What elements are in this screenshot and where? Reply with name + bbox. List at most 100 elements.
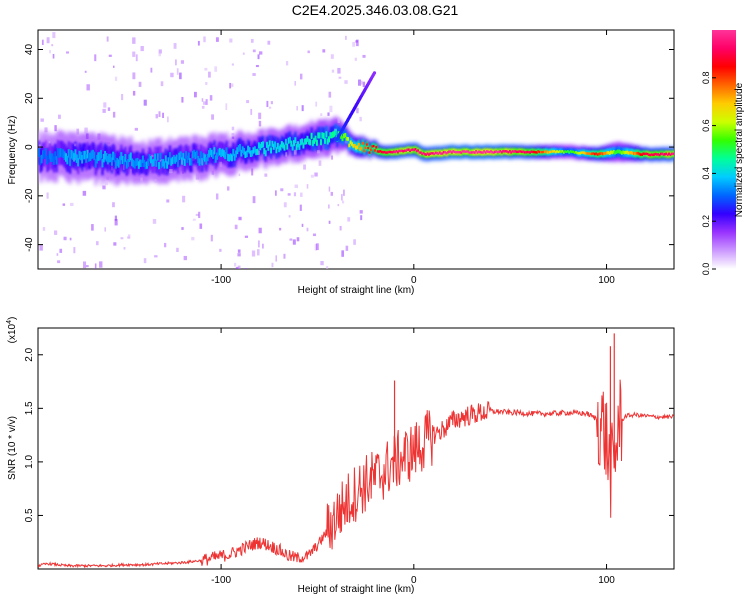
spectrogram-noise-cell [337,204,340,207]
spectrogram-ridge-cell [535,151,538,154]
spectrogram-noise-cell [274,190,277,196]
spectrogram-ridge-cell [402,150,405,153]
spectrogram-ridge-cell [411,148,414,151]
spectrogram-ridge-cell [383,150,386,154]
spectrogram-ridge-cell [657,153,660,156]
spectrogram-ridge-cell [449,150,452,153]
spectrogram-ridge-cell [287,137,290,144]
spectrogram-ridge-cell [376,150,379,153]
spectrogram-ridge-cell [89,152,92,162]
spectrogram-ridge-cell [128,154,131,163]
spectrogram-ridge-cell [270,147,273,154]
spectrogram-ridge-cell [42,150,45,159]
spectrogram-ridge-cell [232,148,235,156]
spectrogram-ridge-cell [444,151,447,154]
snr-xtick-label: 100 [598,575,615,586]
spectrogram-ridge-cell [172,154,175,163]
spectrogram-noise-cell [51,44,54,47]
spectrogram-ridge-cell [591,152,594,155]
spectrogram-noise-cell [215,37,219,42]
spectrogram-noise-cell [69,237,72,241]
spectrogram-noise-cell [49,49,51,54]
spectrogram-ridge-cell [500,151,503,154]
spectrogram-ytick-label: 0 [24,144,35,150]
spectrogram-ridge-cell [508,150,511,153]
spectrogram-ridge-cell [321,132,324,139]
spectrogram-ridge-cell [275,147,278,154]
spectrogram-ridge-cell [507,151,510,154]
spectrogram-noise-cell [307,50,310,54]
spectrogram-noise-cell [94,54,97,62]
spectrogram-noise-cell [158,111,161,117]
spectrogram-noise-cell [96,241,99,246]
spectrogram-ridge-cell [44,148,47,157]
spectrogram-ridge-cell [294,137,297,144]
spectrogram-ridge-cell [484,151,487,154]
spectrogram-ridge-cell [51,153,54,163]
spectrogram-noise-cell [134,127,138,131]
spectrogram-ridge-cell [47,154,50,164]
spectrogram-noise-cell [197,40,200,46]
spectrogram-ridge-cell [425,153,428,156]
spectrogram-ridge-cell [448,150,451,153]
spectrogram-ridge-cell [516,150,519,154]
spectrogram-ridge-cell [255,148,258,156]
spectrogram-ridge-cell [54,151,57,160]
spectrogram-ridge-cell [442,150,445,154]
spectrogram-noise-cell [106,142,111,145]
spectrogram-noise-cell [347,217,351,222]
spectrogram-ridge-cell [257,142,260,149]
spectrogram-ridge-cell [584,152,587,155]
snr-panel: -100 0 100 0.5 1.0 1.5 2.0 Height of straight … [6,317,675,595]
spectrogram-ridge-cell [108,153,111,163]
spectrogram-noise-cell [310,174,314,178]
spectrogram-noise-cell [252,196,256,204]
spectrogram-ridge-cell [554,150,557,154]
spectrogram-ridge-cell [74,149,77,158]
spectrogram-noise-cell [229,38,233,43]
spectrogram-ridge-cell [565,150,568,154]
spectrogram-ridge-cell [93,151,96,161]
spectrogram-ridge-cell [342,133,345,139]
colorbar-tick-label: 0.2 [701,215,711,228]
colorbar-tick-label: 0.8 [701,72,711,85]
spectrogram-ridge-cell [187,152,190,160]
spectrogram-noise-cell [180,60,184,64]
spectrogram-ridge-cell [636,151,639,155]
spectrogram-noise-cell [70,202,74,206]
spectrogram-ridge-cell [309,139,312,146]
spectrogram-ridge-cell [396,151,399,154]
spectrogram-ridge-cell [630,150,633,155]
spectrogram-noise-cell [219,248,222,252]
spectrogram-ridge-cell [282,142,285,149]
spectrogram-noise-cell [150,154,154,158]
spectrogram-noise-cell [183,255,187,261]
spectrogram-ridge-cell [415,149,418,153]
spectrogram-noise-cell [84,70,87,73]
spectrogram-ridge-cell [48,150,51,160]
spectrogram-noise-cell [283,202,287,208]
spectrogram-noise-cell [344,80,348,84]
spectrogram-noise-cell [251,250,256,257]
spectrogram-noise-cell [143,99,147,106]
spectrogram-xtick-label: 0 [411,275,417,286]
spectrogram-ridge-cell [670,152,673,156]
spectrogram-noise-cell [104,180,108,186]
spectrogram-ridge-cell [619,150,622,154]
spectrogram-ridge-cell [240,149,243,157]
spectrogram-ridge-cell [368,151,371,154]
spectrogram-noise-cell [181,227,184,230]
spectrogram-noise-cell [143,258,147,264]
spectrogram-ridge-cell [265,141,268,148]
spectrogram-noise-cell [250,108,253,115]
spectrogram-ridge-cell [612,150,615,154]
spectrogram-ridge-cell [207,150,210,158]
spectrogram-noise-cell [114,215,117,221]
spectrogram-ridge-cell [592,152,595,155]
spectrogram-ridge-cell [547,151,550,154]
spectrogram-ridge-cell [224,151,227,160]
spectrogram-ridge-cell [213,147,216,155]
spectrogram-noise-cell [237,253,241,257]
spectrogram-ridge-cell [414,147,417,151]
spectrogram-ridge-cell [596,153,599,156]
